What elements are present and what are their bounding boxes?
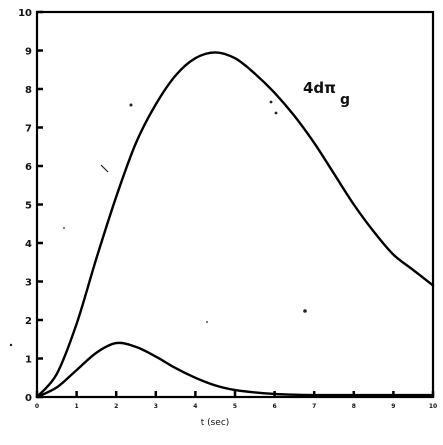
x-tick-label: 7: [312, 403, 316, 410]
x-axis-tick-labels: 0 1 2 3 4 5 6 7 8 9 10: [35, 403, 437, 410]
y-tick-label: 0: [25, 393, 32, 404]
x-tick-label: 3: [154, 403, 158, 410]
y-tick-label: 10: [18, 8, 32, 19]
y-tick-label: 6: [25, 162, 32, 173]
scan-speck: [129, 103, 133, 107]
scan-speck: [206, 321, 208, 323]
x-tick-label: 2: [114, 403, 118, 410]
x-tick-label: 8: [352, 403, 356, 410]
series-line-2: [35, 341, 435, 399]
y-tick-label: 3: [25, 278, 32, 289]
scan-speck: [9, 343, 13, 347]
x-tick-label: 6: [273, 403, 277, 410]
x-tick-label: 10: [429, 403, 437, 410]
x-tick-label: 5: [233, 403, 237, 410]
y-tick-label: 8: [25, 85, 32, 96]
scan-speck: [274, 111, 278, 115]
scan-mark: [100, 164, 109, 173]
y-tick-label: 1: [25, 355, 32, 366]
scan-speck: [269, 100, 273, 104]
x-tick-label: 9: [391, 403, 395, 410]
x-tick-label: 4: [193, 403, 197, 410]
x-axis-label: t (sec): [201, 418, 230, 428]
chart-annotation: 4dπ: [303, 79, 336, 97]
x-tick-label: 1: [75, 403, 79, 410]
x-tick-label: 0: [35, 403, 39, 410]
y-axis-tick-labels: 0 1 2 3 4 5 6 7 8 9 10: [18, 8, 32, 404]
y-tick-label: 4: [25, 239, 32, 250]
scan-speck: [63, 227, 65, 229]
plot-frame: [35, 10, 435, 399]
series-line-1: [35, 51, 435, 399]
y-tick-label: 2: [25, 316, 32, 327]
y-axis-ticks: [37, 10, 43, 399]
series-layer: [35, 51, 435, 399]
y-tick-label: 9: [25, 47, 32, 58]
y-tick-label: 7: [25, 124, 32, 135]
scan-speck: [303, 309, 307, 313]
y-tick-label: 5: [25, 201, 32, 212]
chart-annotation-subscript: g: [340, 92, 350, 108]
